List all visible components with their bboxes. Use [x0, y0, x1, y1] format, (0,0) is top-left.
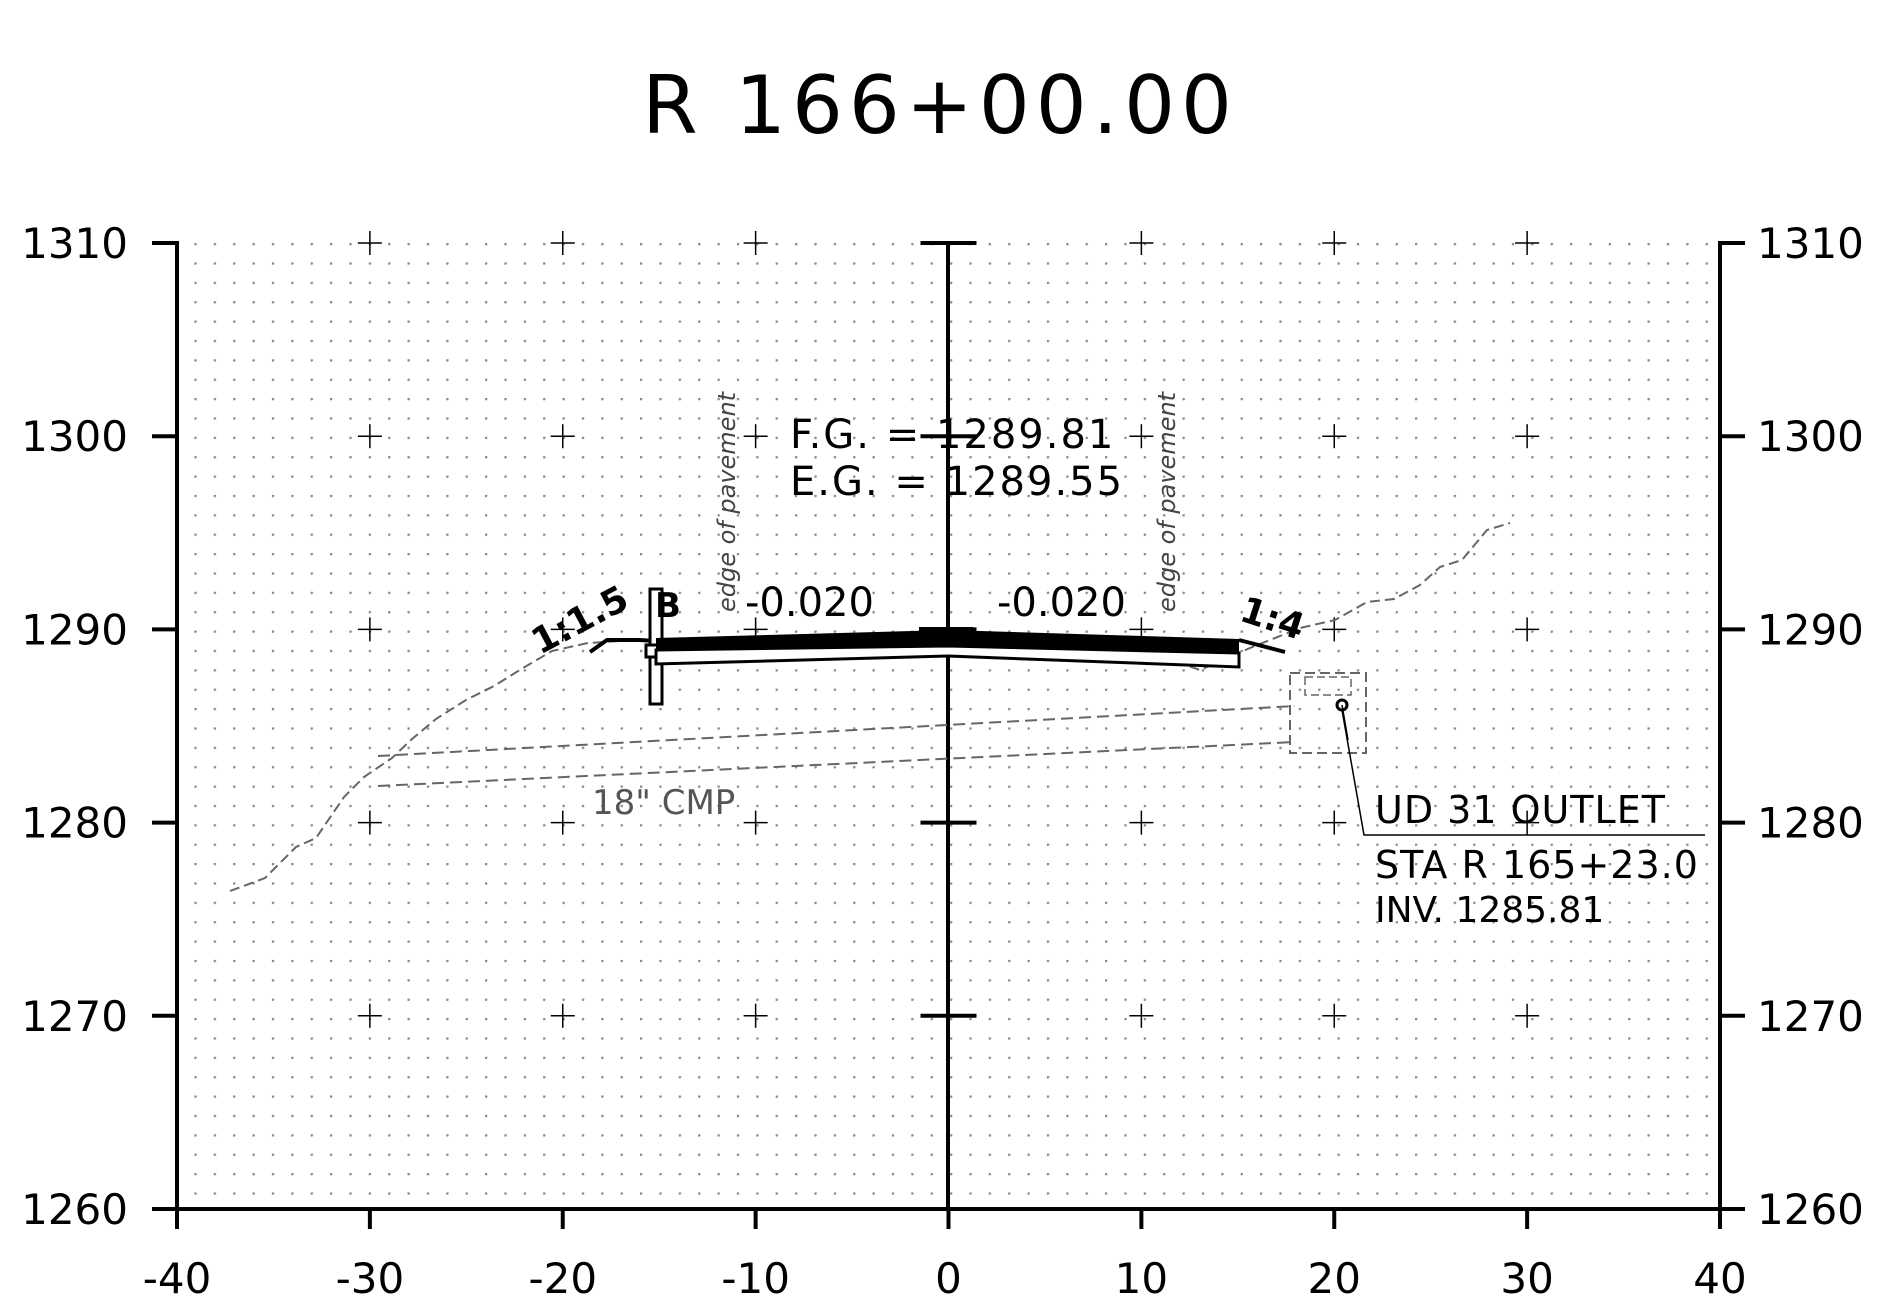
- y-tick-label-left: 1310: [21, 219, 128, 268]
- y-tick-label-right: 1310: [1757, 219, 1864, 268]
- x-tick-label: 10: [1115, 1254, 1168, 1303]
- callout-line-3: INV. 1285.81: [1375, 890, 1604, 931]
- y-tick-label-left: 1290: [21, 605, 128, 654]
- y-tick-label-right: 1280: [1757, 799, 1864, 848]
- x-tick-label: -30: [336, 1254, 405, 1303]
- callout-line-2: STA R 165+23.0: [1375, 843, 1699, 887]
- left-fill-slope: [588, 638, 656, 654]
- x-tick-label: 20: [1308, 1254, 1361, 1303]
- y-tick-label-left: 1280: [21, 799, 128, 848]
- section-title: R 166+00.00: [642, 59, 1238, 152]
- callout-line-1: UD 31 OUTLET: [1375, 788, 1666, 832]
- y-tick-label-left: 1260: [21, 1185, 128, 1234]
- pavement-base: [654, 644, 1241, 669]
- y-tick-label-right: 1260: [1757, 1185, 1864, 1234]
- edge-of-pavement-left: edge of pavement: [713, 390, 741, 612]
- y-tick-label-right: 1300: [1757, 412, 1864, 461]
- existing-ground-line: [229, 522, 1511, 892]
- right-cross-slope-label: -0.020: [997, 580, 1126, 626]
- outlet-box: [1289, 672, 1367, 754]
- y-tick-label-right: 1270: [1757, 992, 1864, 1041]
- finished-grade-label: F.G. = 1289.81: [790, 412, 1115, 458]
- outlet-box-inner: [1304, 676, 1352, 696]
- edge-of-pavement-right: edge of pavement: [1153, 390, 1181, 612]
- pipe-label: 18" CMP: [592, 783, 735, 823]
- x-tick-label: 0: [935, 1254, 962, 1303]
- left-cross-slope-label: -0.020: [745, 580, 874, 626]
- pipe-top-line: [377, 705, 1296, 757]
- crown-mark: [919, 627, 973, 635]
- x-tick-label: 30: [1500, 1254, 1553, 1303]
- existing-grade-label: E.G. = 1289.55: [790, 459, 1124, 505]
- callout-leader: [1341, 709, 1705, 836]
- barrier-mark-label: B: [655, 586, 681, 626]
- y-tick-label-right: 1290: [1757, 605, 1864, 654]
- x-tick-label: -10: [721, 1254, 790, 1303]
- x-tick-label: -40: [143, 1254, 212, 1303]
- pipe-bottom-line: [377, 741, 1296, 787]
- x-tick-label: -20: [528, 1254, 597, 1303]
- y-tick-label-left: 1300: [21, 412, 128, 461]
- y-tick-label-left: 1270: [21, 992, 128, 1041]
- tick-labels: -40 -30 -20 -10 0 10 20 30 40 1310 1300 …: [21, 219, 1864, 1303]
- right-shoulder: [1238, 638, 1286, 654]
- tick-layer: [152, 231, 1745, 1229]
- x-tick-label: 40: [1693, 1254, 1746, 1303]
